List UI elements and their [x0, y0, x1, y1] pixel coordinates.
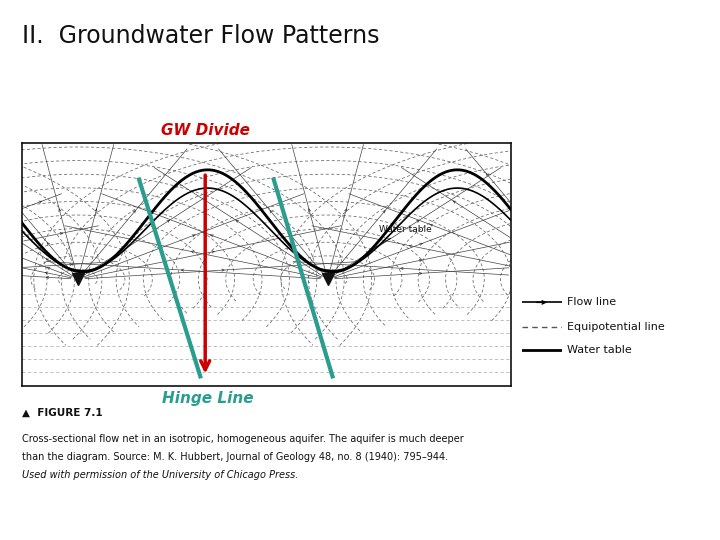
- Text: Hinge Line: Hinge Line: [162, 392, 253, 407]
- Text: II.  Groundwater Flow Patterns: II. Groundwater Flow Patterns: [22, 24, 379, 48]
- Text: Cross-sectional flow net in an isotropic, homogeneous aquifer. The aquifer is mu: Cross-sectional flow net in an isotropic…: [22, 434, 464, 444]
- Text: Flow line: Flow line: [567, 298, 616, 307]
- Text: Equipotential line: Equipotential line: [567, 322, 665, 332]
- Text: ▲  FIGURE 7.1: ▲ FIGURE 7.1: [22, 408, 102, 418]
- Text: than the diagram. Source: M. K. Hubbert, Journal of Geology 48, no. 8 (1940): 79: than the diagram. Source: M. K. Hubbert,…: [22, 452, 448, 462]
- Text: Used with permission of the University of Chicago Press.: Used with permission of the University o…: [22, 470, 298, 481]
- Text: Water table: Water table: [567, 345, 631, 355]
- Text: Water table: Water table: [372, 225, 432, 249]
- Text: GW Divide: GW Divide: [161, 123, 250, 138]
